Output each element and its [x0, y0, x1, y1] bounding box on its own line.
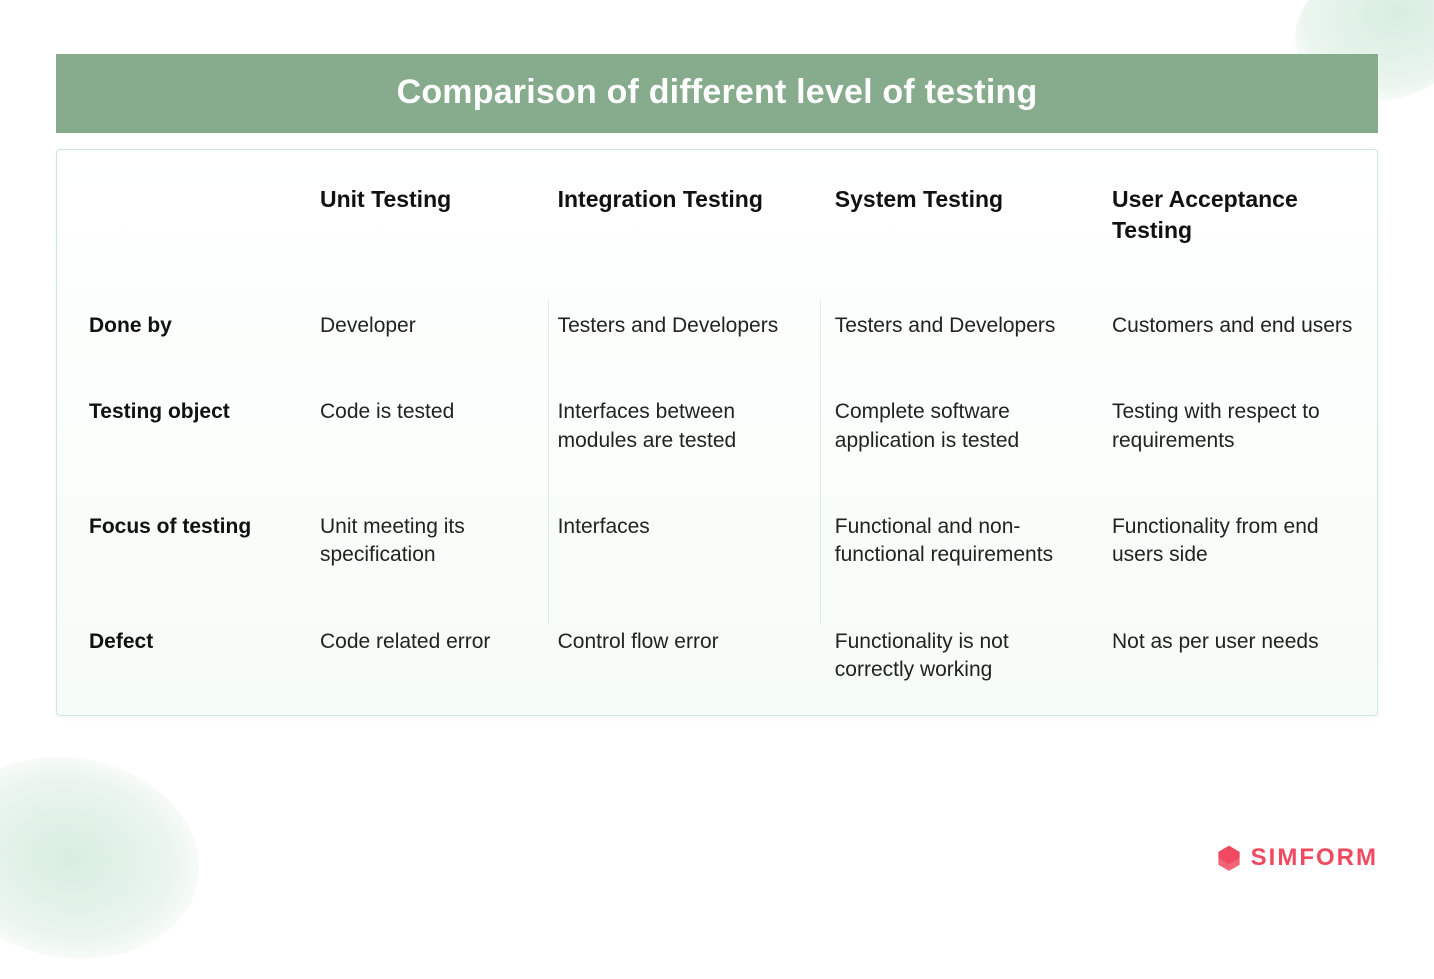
decorative-blob-bottom-left — [0, 737, 215, 979]
table-divider — [548, 300, 549, 625]
cell: Unit meeting its specification — [288, 485, 526, 600]
cell: Functionality is not correctly working — [803, 600, 1080, 715]
cell: Complete software application is tested — [803, 370, 1080, 485]
cell: Code related error — [288, 600, 526, 715]
row-label-focus: Focus of testing — [57, 485, 288, 600]
row-label-testing-object: Testing object — [57, 370, 288, 485]
simform-logo-icon — [1215, 844, 1243, 872]
col-header-unit: Unit Testing — [288, 150, 526, 284]
col-header-system: System Testing — [803, 150, 1080, 284]
table-row: Testing object Code is tested Interfaces… — [57, 370, 1377, 485]
table-header-row: Unit Testing Integration Testing System … — [57, 150, 1377, 284]
cell: Functional and non-functional requiremen… — [803, 485, 1080, 600]
cell: Code is tested — [288, 370, 526, 485]
row-label-done-by: Done by — [57, 284, 288, 370]
comparison-table-card: Unit Testing Integration Testing System … — [56, 149, 1378, 716]
comparison-table: Unit Testing Integration Testing System … — [57, 150, 1377, 715]
table-row: Done by Developer Testers and Developers… — [57, 284, 1377, 370]
table-divider — [820, 300, 821, 625]
brand-logo-text: SIMFORM — [1251, 844, 1378, 872]
table-row: Focus of testing Unit meeting its specif… — [57, 485, 1377, 600]
cell: Developer — [288, 284, 526, 370]
col-header-uat: User Acceptance Testing — [1080, 150, 1377, 284]
row-label-defect: Defect — [57, 600, 288, 715]
cell: Functionality from end users side — [1080, 485, 1377, 600]
table-row: Defect Code related error Control flow e… — [57, 600, 1377, 715]
cell: Interfaces between modules are tested — [526, 370, 803, 485]
page-title: Comparison of different level of testing — [56, 54, 1378, 133]
cell: Not as per user needs — [1080, 600, 1377, 715]
cell: Testing with respect to requirements — [1080, 370, 1377, 485]
cell: Testers and Developers — [526, 284, 803, 370]
brand-logo: SIMFORM — [1215, 844, 1378, 872]
cell: Customers and end users — [1080, 284, 1377, 370]
col-header-integration: Integration Testing — [526, 150, 803, 284]
table-corner-empty — [57, 150, 288, 284]
cell: Interfaces — [526, 485, 803, 600]
cell: Testers and Developers — [803, 284, 1080, 370]
content-wrap: Comparison of different level of testing… — [0, 0, 1434, 716]
cell: Control flow error — [526, 600, 803, 715]
